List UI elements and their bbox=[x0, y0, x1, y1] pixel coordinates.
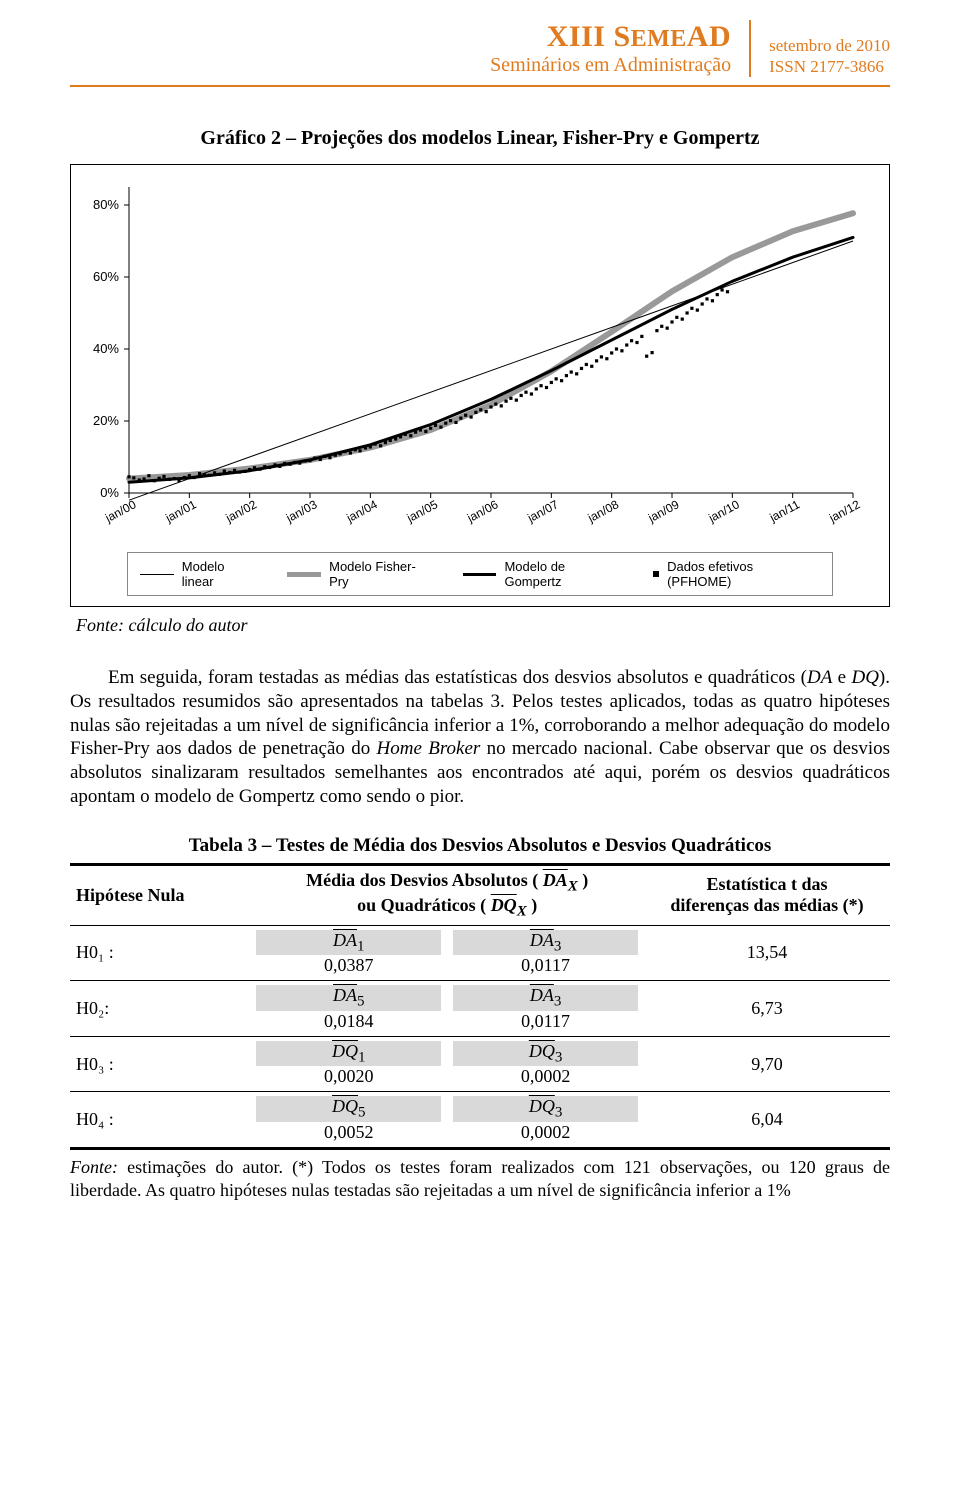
table-row: H0₁ :DA10,0387DA30,011713,54 bbox=[70, 925, 890, 981]
svg-text:jan/11: jan/11 bbox=[767, 497, 803, 525]
svg-text:jan/01: jan/01 bbox=[162, 497, 199, 525]
legend-fisher: Modelo Fisher-Pry bbox=[287, 559, 434, 589]
table-header-row: Hipótese Nula Média dos Desvios Absoluto… bbox=[70, 864, 890, 925]
foot-ital: Fonte: bbox=[70, 1157, 118, 1177]
table-row: H0₂:DA50,0184DA30,01176,73 bbox=[70, 981, 890, 1037]
th-da-sub: X bbox=[568, 878, 578, 894]
svg-text:80%: 80% bbox=[93, 197, 119, 212]
th-t-l2: diferenças das médias (*) bbox=[670, 895, 863, 915]
cell-t: 6,73 bbox=[644, 981, 890, 1037]
th-t-l1: Estatística t das bbox=[706, 874, 827, 894]
cell-mean-a: DA10,0387 bbox=[250, 925, 447, 981]
cell-t: 6,04 bbox=[644, 1092, 890, 1149]
svg-text:20%: 20% bbox=[93, 413, 119, 428]
th-means-l3: ou Quadráticos ( bbox=[357, 895, 491, 915]
th-means-l2: ) bbox=[578, 870, 589, 890]
header-subtitle: Seminários em Administração bbox=[490, 54, 731, 77]
cell-hypothesis: H0₄ : bbox=[70, 1092, 250, 1149]
header-issn: ISSN 2177-3866 bbox=[769, 56, 890, 77]
cell-hypothesis: H0₂: bbox=[70, 981, 250, 1037]
swatch-fisher bbox=[287, 572, 321, 577]
th-dq-sub: X bbox=[517, 904, 527, 920]
brand-roman: XIII bbox=[547, 20, 606, 53]
svg-text:jan/10: jan/10 bbox=[705, 497, 742, 525]
th-means: Média dos Desvios Absolutos ( DAX ) ou Q… bbox=[250, 864, 644, 925]
legend-linear: Modelo linear bbox=[140, 559, 259, 589]
stats-table: Hipótese Nula Média dos Desvios Absoluto… bbox=[70, 863, 890, 1151]
svg-text:jan/02: jan/02 bbox=[223, 497, 260, 525]
cell-hypothesis: H0₃ : bbox=[70, 1036, 250, 1092]
legend-data-label: Dados efetivos (PFHOME) bbox=[667, 559, 820, 589]
th-hypothesis: Hipótese Nula bbox=[70, 864, 250, 925]
legend-gompertz: Modelo de Gompertz bbox=[463, 559, 625, 589]
cell-mean-b: DA30,0117 bbox=[447, 925, 644, 981]
page: XIII SEMEAD Seminários em Administração … bbox=[0, 0, 960, 1261]
chart-legend: Modelo linear Modelo Fisher-Pry Modelo d… bbox=[127, 552, 833, 596]
cell-mean-a: DQ50,0052 bbox=[250, 1092, 447, 1149]
brand-word2: EME bbox=[631, 26, 687, 52]
legend-gompertz-label: Modelo de Gompertz bbox=[504, 559, 625, 589]
brand-word1: S bbox=[605, 20, 630, 53]
legend-fisher-label: Modelo Fisher-Pry bbox=[329, 559, 435, 589]
svg-text:60%: 60% bbox=[93, 269, 119, 284]
header-brand: XIII SEMEAD bbox=[490, 20, 731, 54]
table-row: H0₄ :DQ50,0052DQ30,00026,04 bbox=[70, 1092, 890, 1149]
page-header: XIII SEMEAD Seminários em Administração … bbox=[70, 0, 890, 87]
cell-mean-a: DQ10,0020 bbox=[250, 1036, 447, 1092]
swatch-data bbox=[653, 571, 659, 577]
cell-hypothesis: H0₁ : bbox=[70, 925, 250, 981]
svg-text:jan/04: jan/04 bbox=[343, 497, 380, 525]
line-chart: 0% 20% 40% 60% 80% jan/00 jan/01 jan/02 jan/03 ja… bbox=[77, 177, 867, 537]
chart-source: Fonte: cálculo do autor bbox=[76, 615, 890, 636]
swatch-linear bbox=[140, 574, 174, 575]
th-da-sym: DA bbox=[543, 870, 568, 890]
swatch-gompertz bbox=[463, 573, 497, 576]
th-means-l4: ) bbox=[527, 895, 538, 915]
body-paragraph: Em seguida, foram testadas as médias das… bbox=[70, 666, 890, 809]
svg-text:jan/03: jan/03 bbox=[283, 497, 320, 525]
table-footnote: Fonte: estimações do autor. (*) Todos os… bbox=[70, 1156, 890, 1201]
cell-mean-b: DQ30,0002 bbox=[447, 1092, 644, 1149]
th-tstat: Estatística t das diferenças das médias … bbox=[644, 864, 890, 925]
svg-text:jan/12: jan/12 bbox=[826, 497, 863, 525]
cell-mean-a: DA50,0184 bbox=[250, 981, 447, 1037]
header-brand-block: XIII SEMEAD Seminários em Administração bbox=[490, 20, 751, 77]
svg-text:jan/05: jan/05 bbox=[404, 497, 441, 525]
svg-text:jan/07: jan/07 bbox=[524, 497, 561, 525]
svg-text:0%: 0% bbox=[100, 485, 119, 500]
cell-mean-b: DA30,0117 bbox=[447, 981, 644, 1037]
table-title: Tabela 3 – Testes de Média dos Desvios A… bbox=[70, 835, 890, 857]
brand-word3: AD bbox=[687, 20, 731, 53]
svg-text:jan/06: jan/06 bbox=[464, 497, 501, 525]
legend-linear-label: Modelo linear bbox=[182, 559, 260, 589]
table-row: H0₃ :DQ10,0020DQ30,00029,70 bbox=[70, 1036, 890, 1092]
cell-t: 13,54 bbox=[644, 925, 890, 981]
th-dq-sym: DQ bbox=[491, 895, 517, 915]
svg-text:jan/00: jan/00 bbox=[102, 497, 139, 525]
header-date: setembro de 2010 bbox=[769, 35, 890, 56]
svg-text:40%: 40% bbox=[93, 341, 119, 356]
cell-mean-b: DQ30,0002 bbox=[447, 1036, 644, 1092]
legend-data: Dados efetivos (PFHOME) bbox=[653, 559, 820, 589]
cell-t: 9,70 bbox=[644, 1036, 890, 1092]
svg-text:jan/09: jan/09 bbox=[645, 497, 682, 525]
foot-rest: estimações do autor. (*) Todos os testes… bbox=[70, 1157, 890, 1200]
header-right: setembro de 2010 ISSN 2177-3866 bbox=[751, 35, 890, 78]
chart-frame: 0% 20% 40% 60% 80% jan/00 jan/01 jan/02 jan/03 ja… bbox=[70, 164, 890, 607]
chart-title: Gráfico 2 – Projeções dos modelos Linear… bbox=[70, 127, 890, 150]
chart-canvas: 0% 20% 40% 60% 80% jan/00 jan/01 jan/02 jan/03 ja… bbox=[77, 177, 883, 542]
svg-text:jan/08: jan/08 bbox=[585, 497, 622, 525]
th-means-l1: Média dos Desvios Absolutos ( bbox=[306, 870, 543, 890]
